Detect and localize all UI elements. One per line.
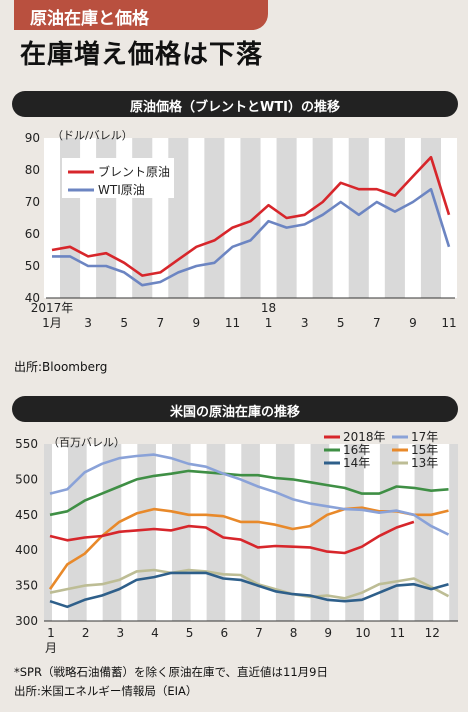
chart2-footnote: *SPR（戦略石油備蓄）を除く原油在庫で、直近値は11月9日 [14, 665, 328, 679]
chart1-band [44, 138, 60, 298]
chart2-x-tick-label: 7 [255, 626, 263, 640]
chart1-x-year-label: 18 [261, 301, 276, 315]
chart1-y-axis-unit: （ドル/バレル） [52, 129, 133, 142]
chart1-y-tick-label: 80 [25, 163, 40, 177]
chart2-x-tick-label: 9 [324, 626, 332, 640]
chart2-legend-label: 16年 [343, 443, 370, 457]
chart1-x-year-label: 2017年 [31, 301, 74, 315]
chart2-y-axis-unit: （百万バレル） [48, 436, 125, 449]
chart1-legend-label: WTI原油 [98, 183, 145, 197]
chart2-x-tick-label: 1 [47, 626, 55, 640]
chart2-x-tick-label: 12 [425, 626, 440, 640]
chart2-y-tick-label: 550 [15, 437, 38, 451]
chart1-y-tick-label: 70 [25, 195, 40, 209]
chart2-x-tick-label: 2 [82, 626, 90, 640]
chart2-legend-label: 17年 [411, 430, 438, 444]
chart2-y-tick-label: 450 [15, 508, 38, 522]
chart1-y-tick-label: 90 [25, 131, 40, 145]
chart1-y-tick-label: 50 [25, 259, 40, 273]
chart2-y-tick-label: 300 [15, 614, 38, 628]
chart1-legend-label: ブレント原油 [98, 164, 170, 179]
chart2-legend: 2018年 17年 16年 15年 14年 13年 [324, 430, 438, 470]
chart2-series-line [49, 568, 450, 600]
chart2-title-bar: 米国の原油在庫の推移 [12, 396, 458, 422]
chart1-band [296, 138, 313, 298]
chart1-band [441, 138, 457, 298]
chart2-legend-label: 13年 [411, 456, 438, 470]
chart2-series-line [49, 469, 449, 517]
chart2-legend-label: 14年 [343, 456, 370, 470]
chart2-band [225, 444, 242, 621]
page-headline: 在庫増え価格は下落 [20, 40, 264, 70]
chart2-band [259, 444, 276, 621]
chart1-series [51, 155, 451, 287]
chart2-series [48, 453, 450, 609]
chart2-band [433, 444, 450, 621]
chart1-band [368, 138, 385, 298]
chart2-legend-label: 15年 [411, 443, 438, 457]
chart1-x-tick-label: 7 [156, 316, 164, 330]
chart1-source: 出所:Bloomberg [14, 360, 108, 374]
chart2-series-line [49, 520, 415, 555]
chart2-x-month-suffix: 月 [45, 641, 57, 655]
chart1-y-tick-label: 40 [25, 291, 40, 305]
chart1-x-tick-label: 1 [265, 316, 273, 330]
chart2-x-tick-label: 6 [220, 626, 228, 640]
chart1-y-tick-label: 60 [25, 227, 40, 241]
chart2-series-line [49, 453, 450, 536]
chart2-band [86, 444, 103, 621]
chart1-x-tick-label: 9 [409, 316, 417, 330]
chart2-band [155, 444, 172, 621]
chart2-x-tick-label: 11 [390, 626, 405, 640]
chart2-x-tick-label: 10 [355, 626, 370, 640]
chart2-band [52, 444, 68, 621]
chart1-band [188, 138, 205, 298]
chart1-x-tick-label: 11 [441, 316, 456, 330]
chart2-band [190, 444, 207, 621]
chart2-y-tick-label: 400 [15, 543, 38, 557]
chart2-x-tick-label: 5 [186, 626, 194, 640]
chart1-legend: ブレント原油 WTI原油 [62, 158, 174, 198]
chart2-legend-label: 2018年 [343, 430, 386, 444]
chart2-band [294, 444, 311, 621]
section-tab-label: 原油在庫と価格 [14, 0, 268, 30]
chart1-band [332, 138, 349, 298]
chart1-x-tick-label: 3 [84, 316, 92, 330]
chart2-x-tick-label: 4 [151, 626, 159, 640]
chart2-x-tick-label: 8 [290, 626, 298, 640]
chart1-band [260, 138, 277, 298]
chart2-band [363, 444, 380, 621]
chart1-x-tick-label: 7 [373, 316, 381, 330]
chart1-x-tick-label: 5 [120, 316, 128, 330]
chart2-series-line [49, 571, 449, 609]
chart1-x-tick-label: 1月 [42, 316, 62, 330]
chart1-band [224, 138, 241, 298]
chart1-band [404, 138, 421, 298]
chart1-x-tick-label: 5 [337, 316, 345, 330]
chart2-y-tick-label: 500 [15, 472, 38, 486]
chart1-x-tick-label: 11 [225, 316, 240, 330]
chart2-x-tick-label: 3 [116, 626, 124, 640]
chart2-source: 出所:米国エネルギー情報局（EIA） [14, 684, 198, 698]
chart1-title-bar: 原油価格（ブレントとWTI）の推移 [12, 91, 458, 117]
chart1-x-tick-label: 9 [193, 316, 201, 330]
chart1-x-tick-label: 3 [301, 316, 309, 330]
chart2-y-tick-label: 350 [15, 579, 38, 593]
